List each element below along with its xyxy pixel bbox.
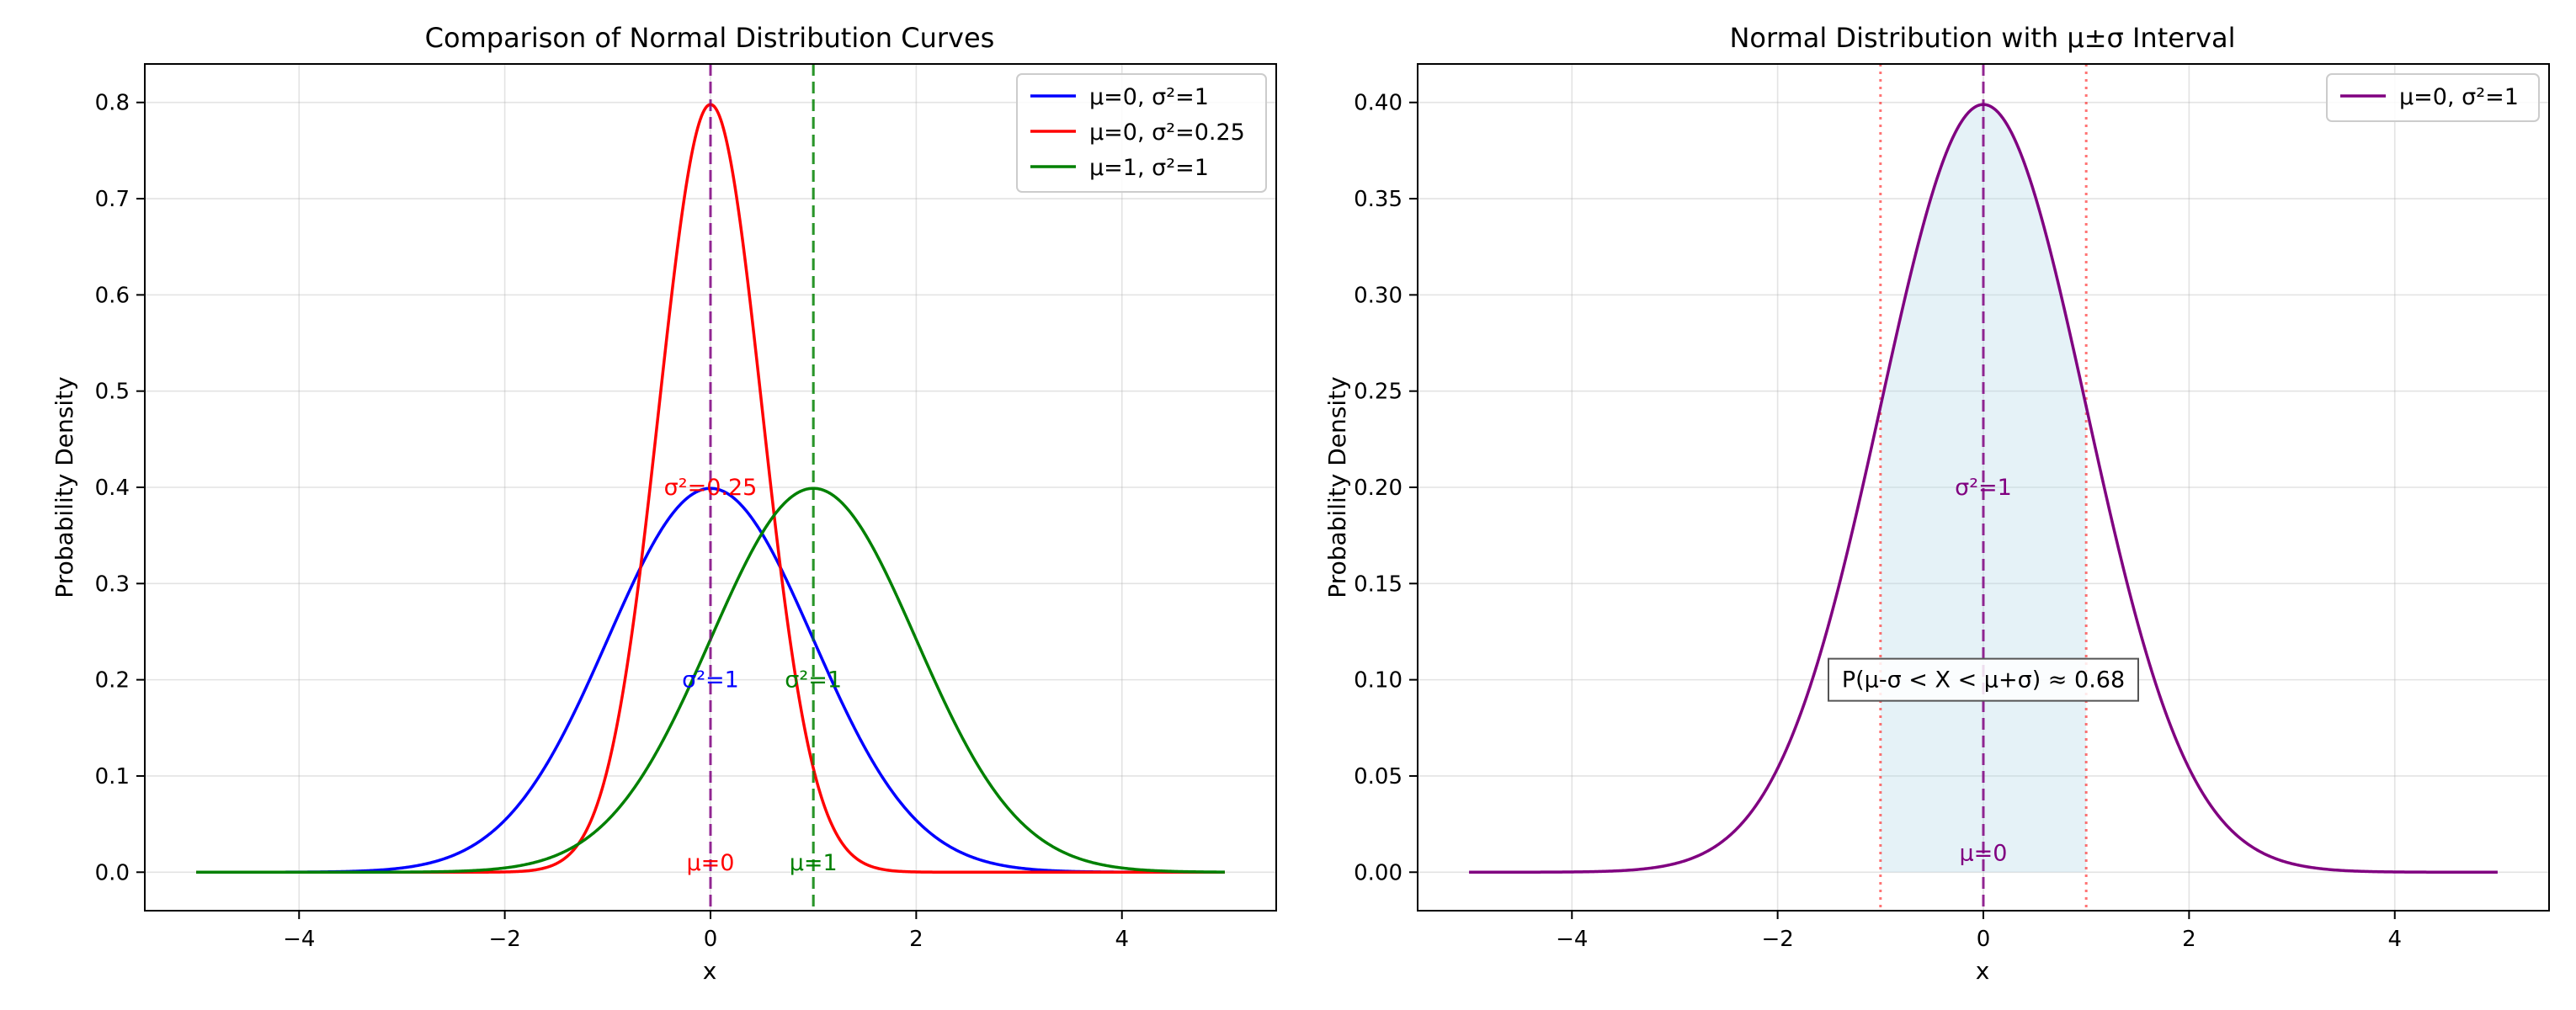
legend-label: μ=0, σ²=0.25 <box>1089 120 1245 146</box>
legend-label: μ=0, σ²=1 <box>2399 84 2519 110</box>
right-y-ticks: 0.00 0.05 0.10 0.15 0.20 0.25 0.30 0.35 … <box>1354 91 1402 886</box>
left-x-ticks: −4 −2 0 2 4 <box>283 927 1129 952</box>
right-series-lines <box>1468 64 2499 911</box>
legend-box <box>1016 73 1267 193</box>
y-tick-label: 0.5 <box>95 380 130 405</box>
legend-box <box>2326 73 2540 122</box>
legend-label: μ=1, σ²=1 <box>1089 155 1209 181</box>
y-tick-label: 0.4 <box>95 476 130 501</box>
y-tick-label: 0.20 <box>1354 476 1402 501</box>
y-tick-label: 0.35 <box>1354 187 1402 212</box>
x-tick-label: 2 <box>2182 927 2196 952</box>
y-tick-label: 0.30 <box>1354 283 1402 308</box>
probability-box-frame <box>1828 657 2139 702</box>
right-chart: Normal Distribution with μ±σ Interval σ²… <box>1323 22 2550 985</box>
x-tick-label: −4 <box>1556 927 1588 952</box>
left-series-lines <box>195 64 1226 911</box>
left-plot-frame <box>144 63 1277 912</box>
legend-label: μ=0, σ²=1 <box>1089 84 1209 110</box>
y-tick-label: 0.1 <box>95 764 130 789</box>
right-chart-title: Normal Distribution with μ±σ Interval <box>1729 22 2235 54</box>
y-tick-label: 0.2 <box>95 668 130 694</box>
x-tick-label: 0 <box>704 927 718 952</box>
left-chart: Comparison of Normal Distribution Curves… <box>51 22 1277 985</box>
probability-box: P(μ-σ < X < μ+σ) ≈ 0.68 <box>1828 657 2139 702</box>
left-chart-title: Comparison of Normal Distribution Curves <box>425 22 995 54</box>
right-legend: μ=0, σ²=1 <box>2326 73 2540 122</box>
annotation-mean-1: μ=1 <box>790 850 838 876</box>
annotation-variance-blue: σ²=1 <box>682 667 739 694</box>
right-annotations: σ²=1 μ=0 P(μ-σ < X < μ+σ) ≈ 0.68 <box>1828 475 2139 866</box>
annotation-mean: μ=0 <box>1960 840 2008 866</box>
right-y-axis-label: Probability Density <box>1323 376 1351 598</box>
y-tick-label: 0.10 <box>1354 668 1402 694</box>
right-reference-lines <box>1879 64 2088 911</box>
annotation-variance-red: σ²=0.25 <box>664 475 758 501</box>
y-tick-label: 0.40 <box>1354 91 1402 116</box>
x-tick-label: −4 <box>283 927 315 952</box>
x-tick-label: 4 <box>1115 927 1129 952</box>
y-tick-label: 0.7 <box>95 187 130 212</box>
y-tick-label: 0.00 <box>1354 860 1402 885</box>
annotation-mean-0: μ=0 <box>687 850 735 876</box>
y-tick-label: 0.05 <box>1354 764 1402 789</box>
left-annotations: σ²=0.25 σ²=1 σ²=1 μ=0 μ=1 <box>664 475 842 876</box>
x-tick-label: 2 <box>909 927 923 952</box>
y-tick-label: 0.6 <box>95 283 130 308</box>
left-y-axis-label: Probability Density <box>51 376 78 598</box>
x-tick-label: 0 <box>1977 927 1991 952</box>
x-tick-label: −2 <box>1761 927 1793 952</box>
left-x-axis-label: x <box>703 957 717 985</box>
right-plot-frame <box>1417 63 2550 912</box>
y-tick-label: 0.3 <box>95 571 130 597</box>
left-legend: μ=0, σ²=1 μ=0, σ²=0.25 μ=1, σ²=1 <box>1016 73 1267 193</box>
x-tick-label: 4 <box>2387 927 2402 952</box>
x-tick-label: −2 <box>488 927 520 952</box>
y-tick-label: 0.8 <box>95 91 130 116</box>
annotation-variance: σ²=1 <box>1955 475 2012 501</box>
annotation-variance-green: σ²=1 <box>785 667 842 694</box>
right-x-axis-label: x <box>1976 957 1990 985</box>
y-tick-label: 0.25 <box>1354 380 1402 405</box>
probability-box-text: P(μ-σ < X < μ+σ) ≈ 0.68 <box>1842 667 2125 694</box>
y-tick-label: 0.15 <box>1354 571 1402 597</box>
y-tick-label: 0.0 <box>95 860 130 885</box>
right-x-ticks: −4 −2 0 2 4 <box>1556 927 2402 952</box>
left-y-ticks: 0.0 0.1 0.2 0.3 0.4 0.5 0.6 0.7 0.8 <box>95 91 130 886</box>
